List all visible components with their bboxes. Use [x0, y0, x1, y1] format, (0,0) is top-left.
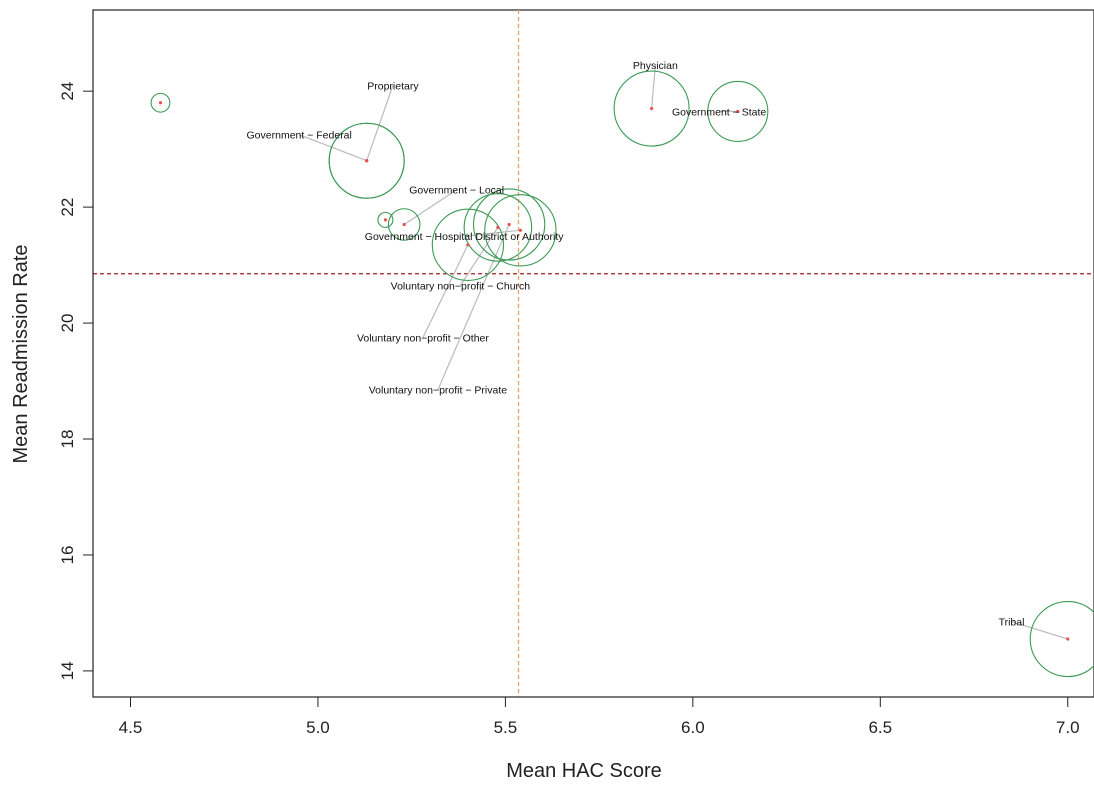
leader-line [464, 229, 521, 237]
data-point [365, 159, 369, 163]
x-axis-title: Mean HAC Score [506, 760, 662, 782]
point-label: Government − Local [409, 185, 504, 197]
point-label: Proprietary [367, 80, 419, 92]
point-label: Physician [633, 60, 678, 72]
point-label: Government − State [672, 106, 766, 118]
leader-line [366, 85, 394, 161]
leader-line [1011, 621, 1068, 640]
bubble [613, 70, 690, 147]
x-tick-label: 6.0 [681, 718, 705, 737]
points [158, 101, 1070, 641]
bubble [150, 92, 171, 113]
x-tick-label: 7.0 [1056, 718, 1080, 737]
bubble [707, 80, 769, 142]
y-axis: 14 16 18 20 22 24 [58, 82, 94, 680]
data-point [736, 109, 740, 114]
bubble [431, 208, 505, 281]
x-tick-label: 5.5 [494, 718, 518, 737]
y-tick-label: 20 [58, 314, 77, 333]
y-tick-label: 14 [58, 661, 77, 680]
data-point [518, 228, 522, 232]
bubble [472, 188, 546, 261]
point-label: Voluntary non−profit − Private [369, 385, 507, 397]
leader-line [298, 134, 367, 162]
data-point [466, 243, 470, 247]
y-tick-label: 24 [58, 82, 77, 101]
bubble [328, 122, 405, 199]
point-label: Voluntary non−profit − Church [391, 280, 531, 292]
data-point [1066, 637, 1070, 641]
x-axis: 4.5 5.0 5.5 6.0 6.5 7.0 [119, 696, 1080, 737]
leader-line [422, 244, 469, 338]
point-label: Voluntary non−profit − Other [357, 333, 489, 345]
data-point [158, 101, 163, 105]
bubble [377, 211, 394, 228]
y-tick-label: 16 [58, 546, 77, 565]
plot-frame [92, 9, 1094, 698]
bubble [1029, 600, 1094, 678]
data-point [383, 218, 388, 222]
leader-line [651, 65, 656, 109]
point-label: Government − Hospital District or Author… [365, 231, 564, 243]
data-point [507, 222, 511, 227]
y-tick-label: 22 [58, 198, 77, 217]
bubble [387, 208, 421, 241]
point-label: Government − Federal [247, 130, 352, 142]
point-labels: Proprietary Government − Federal Governmen… [247, 60, 1025, 629]
x-tick-label: 6.5 [868, 718, 892, 737]
reference-lines [93, 10, 1094, 697]
leader-line [459, 227, 499, 286]
x-tick-label: 4.5 [119, 718, 143, 737]
data-point [402, 222, 406, 227]
bubble [463, 193, 533, 262]
point-label: Tribal [999, 617, 1025, 629]
leader-line [437, 224, 510, 390]
data-point [650, 106, 654, 111]
leader-line [403, 189, 457, 226]
leader-lines [298, 65, 1068, 640]
bubble [484, 194, 557, 267]
data-point [496, 225, 500, 230]
y-tick-label: 18 [58, 430, 77, 449]
y-axis-title: Mean Readmission Rate [10, 245, 32, 464]
x-tick-label: 5.0 [306, 718, 330, 737]
bubbles [150, 70, 1094, 678]
